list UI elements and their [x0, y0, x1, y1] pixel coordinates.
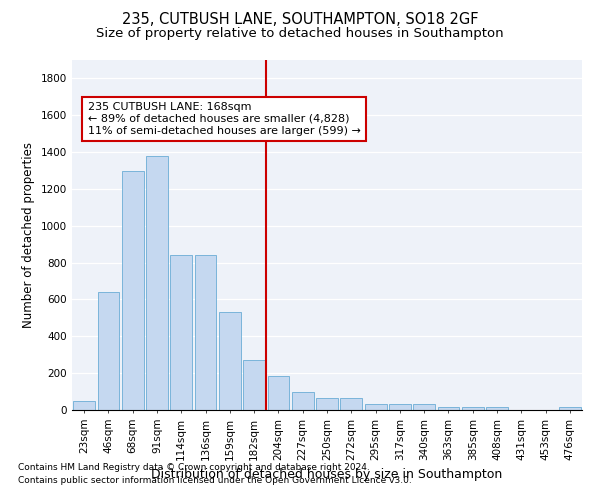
Y-axis label: Number of detached properties: Number of detached properties: [22, 142, 35, 328]
Bar: [243, 360, 265, 410]
Bar: [486, 407, 508, 410]
Bar: [268, 376, 289, 410]
X-axis label: Distribution of detached houses by size in Southampton: Distribution of detached houses by size …: [151, 468, 503, 481]
Bar: [316, 398, 338, 410]
Bar: [194, 256, 217, 410]
Text: Contains public sector information licensed under the Open Government Licence v3: Contains public sector information licen…: [18, 476, 412, 485]
Bar: [559, 407, 581, 410]
Bar: [122, 170, 143, 410]
Bar: [413, 404, 435, 410]
Text: Contains HM Land Registry data © Crown copyright and database right 2024.: Contains HM Land Registry data © Crown c…: [18, 462, 370, 471]
Bar: [462, 407, 484, 410]
Bar: [146, 156, 168, 410]
Bar: [219, 312, 241, 410]
Bar: [170, 256, 192, 410]
Bar: [365, 404, 386, 410]
Bar: [437, 407, 460, 410]
Text: 235 CUTBUSH LANE: 168sqm
← 89% of detached houses are smaller (4,828)
11% of sem: 235 CUTBUSH LANE: 168sqm ← 89% of detach…: [88, 102, 361, 136]
Text: 235, CUTBUSH LANE, SOUTHAMPTON, SO18 2GF: 235, CUTBUSH LANE, SOUTHAMPTON, SO18 2GF: [122, 12, 478, 28]
Text: Size of property relative to detached houses in Southampton: Size of property relative to detached ho…: [96, 28, 504, 40]
Bar: [292, 392, 314, 410]
Bar: [97, 292, 119, 410]
Bar: [389, 404, 411, 410]
Bar: [73, 401, 95, 410]
Bar: [340, 398, 362, 410]
